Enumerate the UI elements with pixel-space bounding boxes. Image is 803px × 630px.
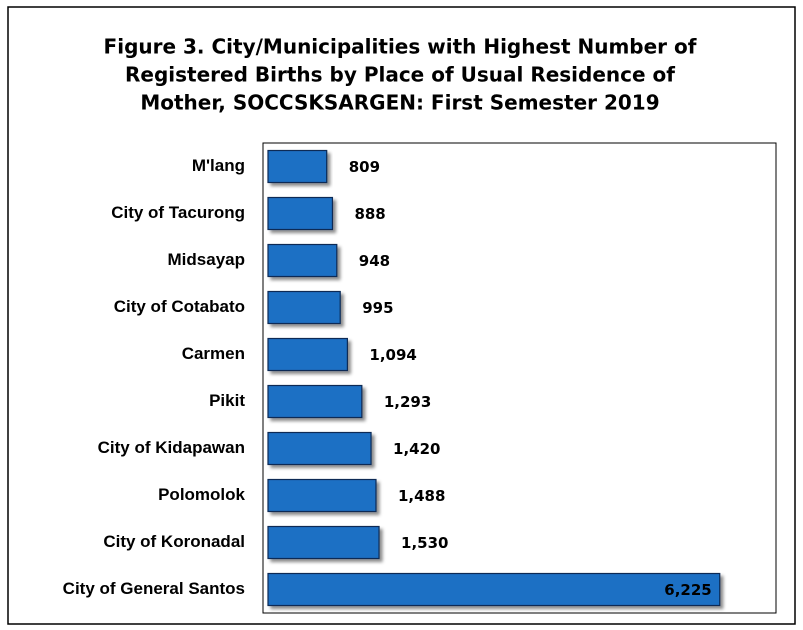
y-tick-label: Polomolok <box>158 485 245 504</box>
y-tick-label: Pikit <box>209 391 245 410</box>
bar <box>267 243 338 278</box>
y-tick-label: City of Cotabato <box>114 297 245 316</box>
chart-title: Registered Births by Place of Usual Resi… <box>125 63 675 87</box>
data-label: 1,488 <box>398 487 445 505</box>
data-label: 888 <box>354 205 385 223</box>
bar <box>267 149 328 184</box>
y-tick-label: City of General Santos <box>63 579 245 598</box>
bar <box>267 478 377 513</box>
y-tick-label: Carmen <box>182 344 245 363</box>
bar <box>267 572 721 607</box>
chart-title: Mother, SOCCSKSARGEN: First Semester 201… <box>140 91 659 115</box>
data-label: 1,293 <box>384 393 431 411</box>
bar <box>267 196 334 231</box>
data-label: 1,530 <box>401 534 448 552</box>
data-label: 1,420 <box>393 440 440 458</box>
data-label: 1,094 <box>369 346 416 364</box>
bar <box>267 337 348 372</box>
bar <box>267 525 380 560</box>
y-tick-label: Midsayap <box>168 250 245 269</box>
y-tick-label: City of Kidapawan <box>98 438 245 457</box>
y-tick-label: M'lang <box>192 156 245 175</box>
y-tick-label: City of Tacurong <box>111 203 245 222</box>
data-label: 809 <box>349 158 380 176</box>
data-label: 6,225 <box>664 581 711 599</box>
chart-title: Figure 3. City/Municipalities with Highe… <box>104 35 697 59</box>
data-label: 948 <box>359 252 390 270</box>
y-tick-label: City of Koronadal <box>103 532 245 551</box>
bar <box>267 431 372 466</box>
bar <box>267 290 341 325</box>
bar <box>267 384 363 419</box>
data-label: 995 <box>362 299 393 317</box>
